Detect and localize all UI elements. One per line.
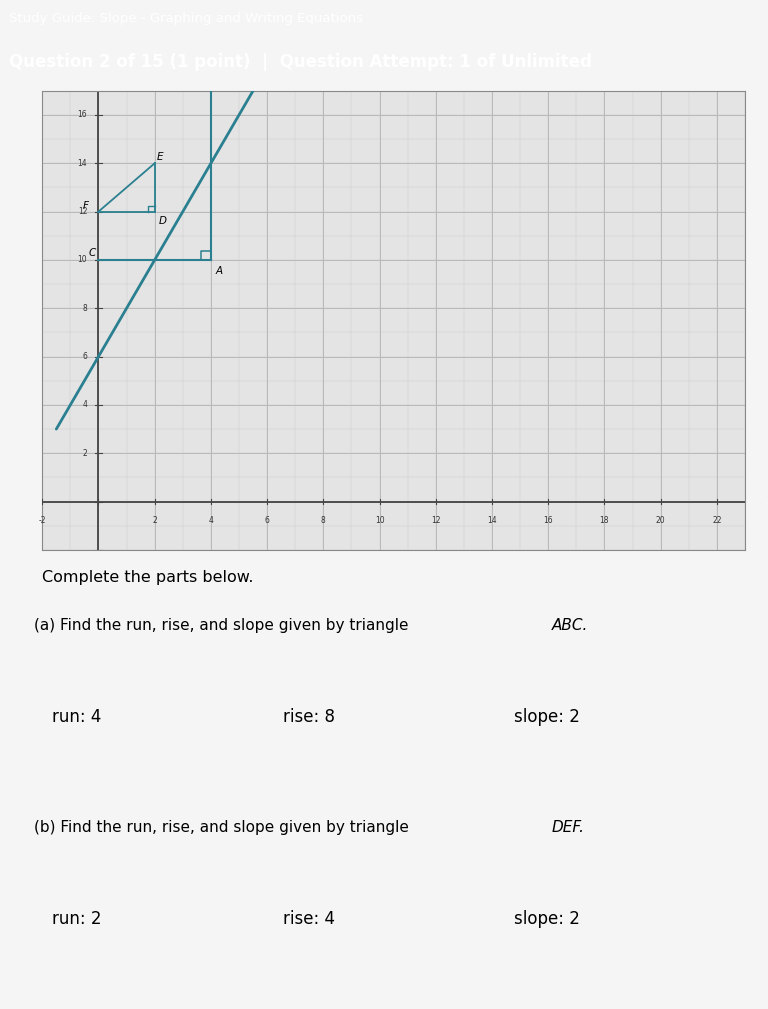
Text: 4: 4 [208, 516, 214, 525]
Text: (b) Find the run, rise, and slope given by triangle: (b) Find the run, rise, and slope given … [34, 820, 414, 834]
Text: (a) Find the run, rise, and slope given by triangle: (a) Find the run, rise, and slope given … [34, 619, 413, 633]
Text: run: 2: run: 2 [52, 910, 101, 928]
Text: 18: 18 [600, 516, 609, 525]
Text: 14: 14 [78, 158, 88, 167]
Text: Study Guide: Slope - Graphing and Writing Equations: Study Guide: Slope - Graphing and Writin… [9, 12, 363, 25]
Text: 12: 12 [78, 207, 88, 216]
Text: 12: 12 [431, 516, 441, 525]
Text: rise: 4: rise: 4 [283, 910, 335, 928]
Text: slope: 2: slope: 2 [514, 910, 580, 928]
Text: D: D [159, 216, 167, 226]
Text: 10: 10 [78, 255, 88, 264]
Text: run: 4: run: 4 [52, 708, 101, 726]
Text: 16: 16 [78, 110, 88, 119]
Text: 2: 2 [152, 516, 157, 525]
Text: 10: 10 [375, 516, 384, 525]
Text: 4: 4 [82, 401, 88, 410]
Text: ABC.: ABC. [552, 619, 588, 633]
Text: 8: 8 [82, 304, 88, 313]
Text: 20: 20 [656, 516, 665, 525]
Text: 16: 16 [544, 516, 553, 525]
Text: slope: 2: slope: 2 [514, 708, 580, 726]
Text: DEF.: DEF. [552, 820, 585, 834]
Text: Complete the parts below.: Complete the parts below. [42, 570, 253, 585]
Text: 22: 22 [712, 516, 722, 525]
Text: -2: -2 [38, 516, 46, 525]
Text: 8: 8 [321, 516, 326, 525]
Text: C: C [88, 248, 96, 258]
Text: Question 2 of 15 (1 point)  |  Question Attempt: 1 of Unlimited: Question 2 of 15 (1 point) | Question At… [9, 52, 592, 71]
Text: 14: 14 [487, 516, 497, 525]
Text: 2: 2 [82, 449, 88, 458]
Text: 6: 6 [265, 516, 270, 525]
Text: F: F [83, 201, 89, 211]
Text: A: A [215, 266, 222, 276]
Text: rise: 8: rise: 8 [283, 708, 335, 726]
Text: 6: 6 [82, 352, 88, 361]
Text: E: E [157, 151, 164, 161]
